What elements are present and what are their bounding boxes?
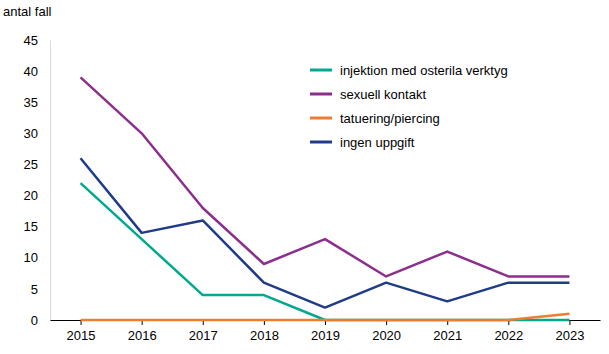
x-tick-label: 2018 bbox=[250, 328, 279, 343]
series-line bbox=[81, 183, 570, 320]
x-tick: 2017 bbox=[189, 320, 218, 343]
y-tick-label: 25 bbox=[24, 157, 38, 172]
y-tick: 10 bbox=[24, 250, 50, 265]
y-tick-label: 20 bbox=[24, 188, 38, 203]
y-axis-title: antal fall bbox=[3, 4, 52, 19]
legend-label: ingen uppgift bbox=[340, 135, 415, 150]
x-tick-label: 2021 bbox=[433, 328, 462, 343]
legend-item: injektion med osterila verktyg bbox=[310, 63, 508, 78]
x-tick: 2021 bbox=[433, 320, 462, 343]
y-tick: 40 bbox=[24, 64, 50, 79]
x-tick-label: 2015 bbox=[67, 328, 96, 343]
y-tick: 35 bbox=[24, 95, 50, 110]
chart: 0510152025303540452015201620172018201920… bbox=[0, 0, 609, 354]
y-axis-line bbox=[50, 41, 51, 321]
x-tick-label: 2016 bbox=[128, 328, 157, 343]
x-tick-mark bbox=[569, 320, 570, 325]
x-tick: 2023 bbox=[555, 320, 584, 343]
y-tick-label: 5 bbox=[31, 282, 38, 297]
y-tick-label: 30 bbox=[24, 126, 38, 141]
x-tick: 2016 bbox=[128, 320, 157, 343]
x-tick-label: 2020 bbox=[372, 328, 401, 343]
x-tick-label: 2023 bbox=[555, 328, 584, 343]
x-tick-label: 2017 bbox=[189, 328, 218, 343]
y-tick: 45 bbox=[24, 33, 50, 48]
y-tick-label: 35 bbox=[24, 95, 38, 110]
legend-label: tatuering/piercing bbox=[340, 111, 440, 126]
legend-swatch bbox=[310, 69, 332, 72]
x-tick: 2019 bbox=[311, 320, 340, 343]
legend-item: sexuell kontakt bbox=[310, 87, 426, 102]
legend-label: injektion med osterila verktyg bbox=[340, 63, 508, 78]
y-tick: 25 bbox=[24, 157, 50, 172]
y-axis: 0 5 10 15 20 25 30 35 40 45 bbox=[24, 33, 51, 328]
legend-label: sexuell kontakt bbox=[340, 87, 426, 102]
x-tick: 2018 bbox=[250, 320, 279, 343]
x-tick: 2022 bbox=[494, 320, 523, 343]
series-line bbox=[81, 314, 570, 320]
x-tick: 2020 bbox=[372, 320, 401, 343]
legend: injektion med osterila verktyg sexuell ko… bbox=[310, 63, 508, 150]
y-tick: 0 bbox=[31, 313, 50, 328]
plot-area bbox=[81, 77, 570, 320]
legend-swatch bbox=[310, 117, 332, 120]
legend-swatch bbox=[310, 93, 332, 96]
series-line bbox=[81, 158, 570, 307]
x-tick-label: 2019 bbox=[311, 328, 340, 343]
y-tick: 15 bbox=[24, 219, 50, 234]
y-tick: 30 bbox=[24, 126, 50, 141]
x-axis: 2015 2016 2017 2018 2019 2020 2021 2022 2023 bbox=[51, 320, 601, 343]
y-tick-label: 15 bbox=[24, 219, 38, 234]
legend-swatch bbox=[310, 141, 332, 144]
y-tick: 5 bbox=[31, 282, 50, 297]
x-tick: 2015 bbox=[67, 320, 96, 343]
y-tick-label: 40 bbox=[24, 64, 38, 79]
y-tick-label: 10 bbox=[24, 250, 38, 265]
legend-item: tatuering/piercing bbox=[310, 111, 440, 126]
series-line bbox=[81, 77, 570, 276]
y-tick: 20 bbox=[24, 188, 50, 203]
y-tick-label: 45 bbox=[24, 33, 38, 48]
y-tick-label: 0 bbox=[31, 313, 38, 328]
x-tick-label: 2022 bbox=[494, 328, 523, 343]
legend-item: ingen uppgift bbox=[310, 135, 415, 150]
